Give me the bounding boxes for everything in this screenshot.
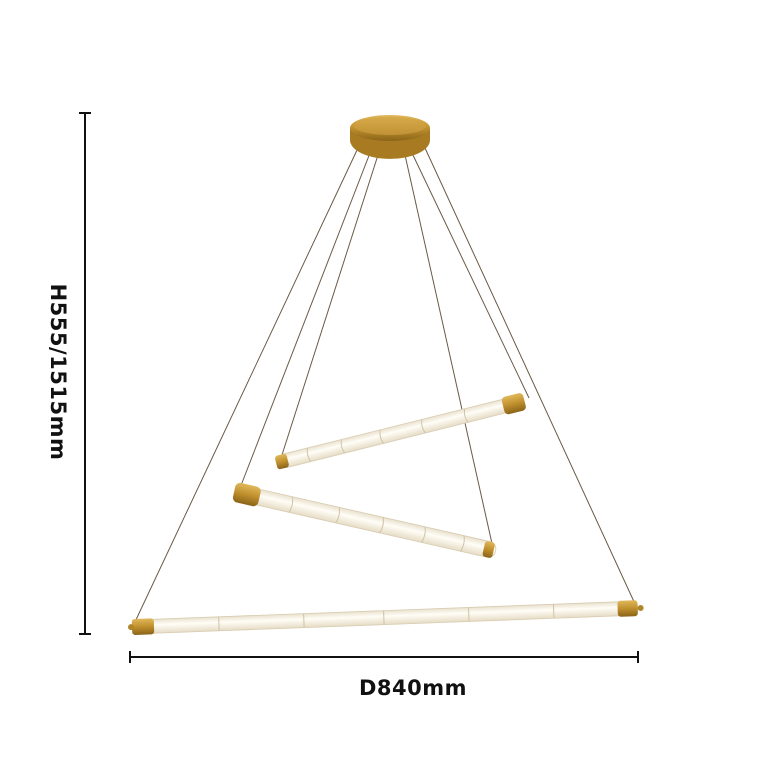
diameter-dimension-line: [129, 651, 639, 663]
height-dimension-line: [79, 112, 91, 635]
light-tube-middle: [232, 482, 497, 558]
light-tube-bottom: [128, 600, 644, 635]
diameter-dimension-label: D840mm: [358, 676, 468, 700]
suspension-wires: [133, 147, 637, 625]
light-tube-top: [275, 393, 526, 470]
ceiling-canopy: [350, 115, 430, 159]
height-dimension-label: H555/1515mm: [46, 283, 70, 461]
